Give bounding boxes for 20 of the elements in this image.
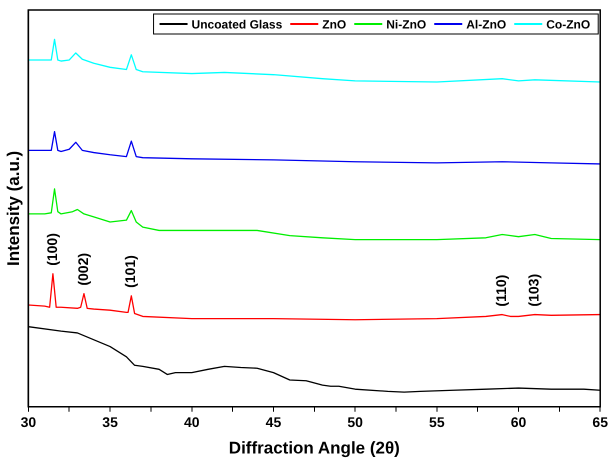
legend-label: Co-ZnO	[546, 17, 590, 32]
x-tick-label: 45	[266, 414, 282, 430]
x-tick-label: 50	[347, 414, 364, 430]
x-axis-title: Diffraction Angle (2θ)	[228, 438, 400, 458]
annotation: (101)	[122, 255, 138, 288]
x-tick-label: 30	[20, 414, 36, 430]
annotation: (103)	[526, 274, 542, 307]
x-tick-label: 65	[592, 414, 608, 430]
legend-label: Uncoated Glass	[192, 17, 283, 32]
legend-label: ZnO	[322, 17, 346, 32]
annotation: (002)	[74, 252, 91, 286]
y-axis-title: Intensity (a.u.)	[4, 150, 23, 266]
annotation: (110)	[493, 274, 510, 307]
x-tick-label: 60	[510, 414, 527, 430]
x-tick-label: 40	[184, 414, 200, 430]
legend-label: Al-ZnO	[466, 17, 506, 32]
annotation: (100)	[44, 233, 60, 266]
x-tick-label: 35	[102, 414, 118, 430]
legend-label: Ni-ZnO	[386, 17, 426, 32]
x-tick-label: 55	[429, 414, 445, 430]
